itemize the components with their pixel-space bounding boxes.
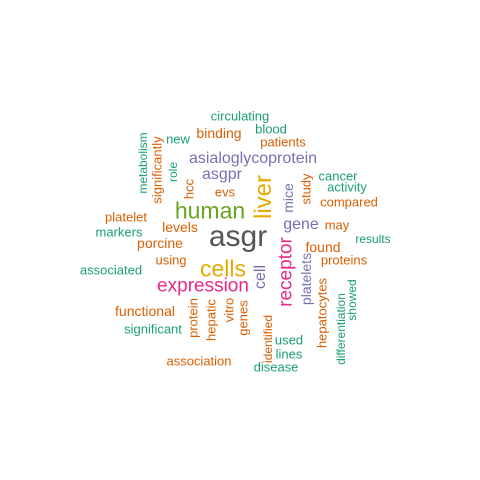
word-activity: activity	[327, 179, 367, 195]
word-markers: markers	[95, 224, 143, 240]
word-used: used	[274, 332, 304, 348]
word-blood: blood	[255, 121, 287, 137]
word-binding: binding	[196, 125, 242, 141]
word-lines: lines	[275, 346, 303, 362]
word-hepatic: hepatic	[203, 299, 219, 341]
word-compared: compared	[320, 194, 378, 210]
word-cell: cell	[252, 264, 269, 290]
word-genes: genes	[235, 300, 251, 336]
word-significantly: significantly	[149, 136, 165, 204]
word-receptor: receptor	[275, 237, 297, 307]
word-proteins: proteins	[320, 252, 368, 268]
word-associated: associated	[79, 262, 143, 278]
word-found: found	[305, 239, 341, 255]
word-protein: protein	[185, 298, 201, 338]
word-disease: disease	[253, 359, 299, 375]
word-liver: liver	[250, 174, 277, 220]
word-cancer: cancer	[318, 168, 358, 184]
word-new: new	[166, 131, 190, 147]
word-levels: levels	[162, 219, 198, 235]
word-using: using	[155, 252, 187, 268]
word-identified: identified	[261, 314, 275, 364]
word-gene: gene	[283, 216, 319, 233]
word-platelets: platelets	[298, 252, 314, 306]
word-significant: significant	[124, 321, 182, 337]
word-patients: patients	[260, 134, 306, 150]
word-asialoglycoprotein: asialoglycoprotein	[188, 150, 318, 167]
word-human: human	[174, 197, 246, 224]
word-circulating: circulating	[210, 108, 270, 124]
word-mice: mice	[280, 183, 296, 213]
word-porcine: porcine	[137, 235, 183, 251]
word-asgpr: asgpr	[201, 166, 243, 183]
word-hcc: hcc	[181, 178, 197, 200]
word-asgr: asgr	[208, 220, 268, 253]
word-association: association	[166, 353, 232, 369]
word-hepatocytes: hepatocytes	[314, 277, 330, 349]
word-vitro: vitro	[221, 297, 237, 323]
word-role: role	[166, 161, 180, 183]
word-evs: evs	[214, 184, 236, 200]
word-study: study	[298, 173, 314, 205]
word-showed: showed	[345, 279, 359, 321]
word-may: may	[324, 217, 350, 233]
word-results: results	[355, 232, 391, 246]
word-cells: cells	[199, 255, 247, 282]
word-functional: functional	[115, 303, 175, 319]
word-platelet: platelet	[105, 209, 147, 225]
word-expression: expression	[157, 275, 249, 297]
word-metabolism: metabolism	[136, 132, 150, 194]
